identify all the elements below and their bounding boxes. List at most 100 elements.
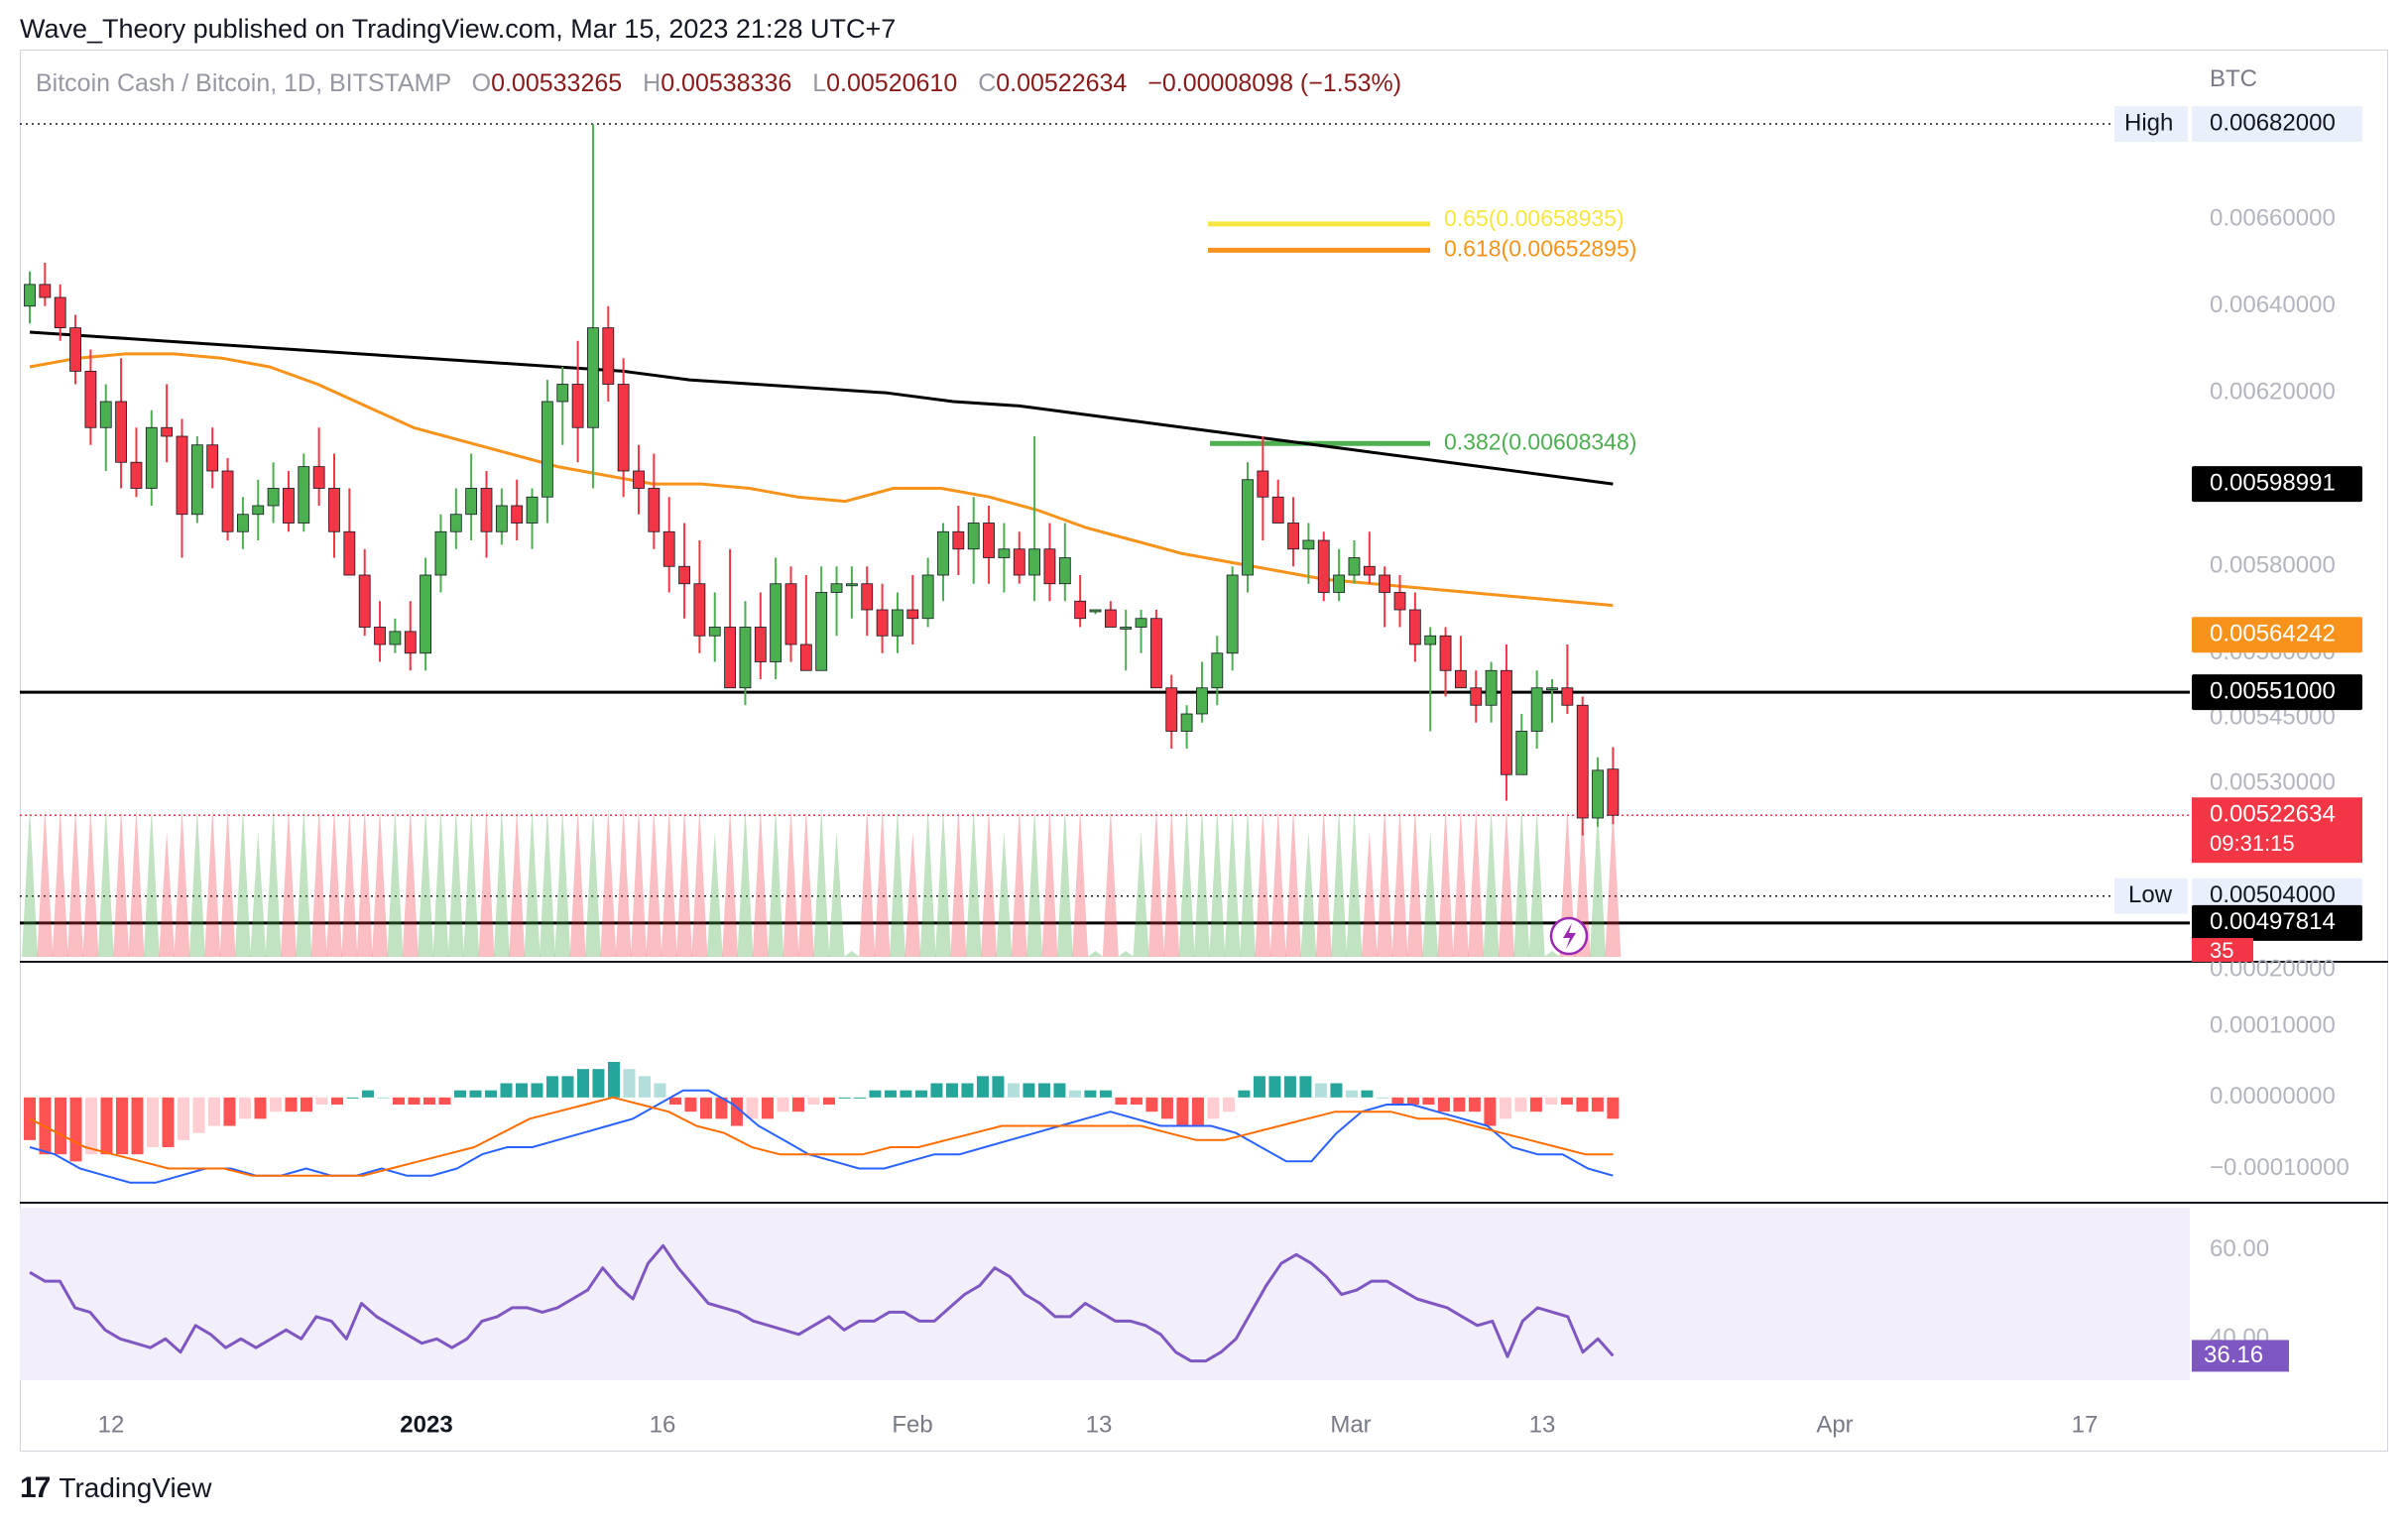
volume-peak (1133, 832, 1149, 957)
candle-body (998, 548, 1011, 558)
macd-histogram-bar (453, 1090, 466, 1098)
candle-body (252, 505, 265, 516)
chart-frame[interactable] (20, 50, 2388, 1452)
time-axis-tick: 16 (650, 1411, 676, 1438)
volume-peak (250, 832, 267, 957)
macd-histogram-bar (607, 1062, 620, 1098)
candle-body (1333, 574, 1345, 593)
macd-histogram-bar (1361, 1090, 1374, 1098)
macd-histogram-bar (1314, 1083, 1327, 1098)
macd-histogram-bar (668, 1097, 681, 1105)
macd-histogram-bar (1453, 1097, 1466, 1112)
volume-peak (981, 808, 998, 957)
volume-peak (631, 808, 647, 957)
volume-peak (1041, 808, 1058, 957)
candle-body (693, 583, 706, 637)
volume-peak (67, 808, 84, 957)
candle-body (1135, 618, 1147, 628)
candle-body (511, 505, 524, 524)
footer-brand[interactable]: 17 TradingView (20, 1471, 211, 1505)
macd-histogram-bar (684, 1097, 697, 1112)
macd-histogram-bar (822, 1097, 835, 1105)
level-497-label: 0.00497814 (2210, 908, 2336, 935)
candle-body (1043, 548, 1056, 585)
volume-peak (889, 808, 905, 957)
candle-body (617, 384, 630, 472)
volume-peak (874, 808, 891, 957)
volume-peak (859, 808, 876, 957)
candle-body (1120, 627, 1133, 630)
volume-peak (539, 808, 555, 957)
macd-histogram-bar (1222, 1097, 1235, 1112)
high-value-label: 0.00682000 (2210, 109, 2336, 136)
candle-body (1089, 609, 1102, 613)
symbol-name[interactable]: Bitcoin Cash / Bitcoin, 1D, BITSTAMP (36, 69, 451, 97)
ema50-value-label: 0.00564242 (2210, 621, 2336, 647)
candle-body (312, 466, 325, 489)
candle-body (542, 401, 553, 498)
macd-histogram-bar (1437, 1097, 1450, 1112)
candle-body (587, 327, 599, 428)
volume-peak (447, 808, 464, 957)
candle-body (145, 426, 158, 489)
macd-axis-tick: 0.00010000 (2210, 1012, 2336, 1039)
macd-histogram-bar (1007, 1083, 1020, 1098)
macd-histogram-bar (1499, 1097, 1511, 1119)
macd-histogram-bar (207, 1097, 220, 1126)
volume-peak (234, 808, 251, 957)
macd-histogram-bar (330, 1097, 343, 1105)
candle-body (130, 461, 143, 489)
volume-peak (296, 808, 312, 957)
volume-peak (691, 808, 708, 957)
volume-peak (996, 832, 1013, 957)
last-price-label: 0.00522634 (2210, 801, 2336, 828)
macd-histogram-bar (1053, 1083, 1066, 1098)
volume-peak (1483, 808, 1500, 957)
tradingview-logo-icon: 17 (20, 1471, 51, 1504)
macd-histogram-bar (1484, 1097, 1497, 1126)
macd-histogram-bar (1406, 1097, 1419, 1105)
macd-histogram-bar (1084, 1090, 1097, 1098)
macd-histogram-bar (146, 1097, 159, 1147)
macd-histogram-bar (1145, 1097, 1158, 1112)
macd-histogram-bar (115, 1097, 128, 1155)
volume-peak (372, 808, 389, 957)
volume-peak (722, 808, 739, 957)
candle-body (967, 523, 980, 550)
price-axis-tick: 0.00580000 (2210, 552, 2336, 579)
volume-peak (219, 808, 236, 957)
volume-peak (174, 808, 190, 957)
candle-body (1180, 713, 1193, 732)
volume-peak (1315, 808, 1332, 957)
candle-body (115, 401, 127, 463)
volume-peak (1269, 808, 1286, 957)
candle-body (176, 435, 188, 516)
macd-histogram-bar (1299, 1076, 1312, 1098)
candle-body (892, 609, 903, 637)
macd-histogram-bar (545, 1076, 558, 1098)
alert-lightning-glyph (1563, 923, 1576, 949)
symbol-legend[interactable]: Bitcoin Cash / Bitcoin, 1D, BITSTAMP O0.… (36, 69, 1401, 98)
macd-histogram-bar (1376, 1097, 1388, 1099)
macd-histogram-bar (761, 1097, 774, 1119)
macd-histogram-bar (1023, 1083, 1035, 1098)
low-value: 0.00520610 (826, 69, 958, 97)
volume-peak (706, 832, 723, 957)
candle-body (267, 488, 280, 507)
candle-body (1271, 496, 1284, 524)
volume-peak (752, 808, 769, 957)
candle-body (1242, 479, 1254, 576)
ema200-line (29, 330, 1614, 486)
candle-body (602, 327, 615, 385)
candle-body (1302, 539, 1315, 550)
macd-histogram-bar (84, 1097, 97, 1155)
macd-histogram-bar (1468, 1097, 1481, 1112)
level-551-label: 0.00551000 (2210, 677, 2336, 704)
change-value: −0.00008098 (−1.53%) (1147, 69, 1402, 97)
volume-peak (418, 808, 434, 957)
macd-histogram-bar (592, 1069, 605, 1098)
macd-histogram-bar (1283, 1076, 1296, 1098)
candle-body (465, 488, 478, 516)
volume-peak (737, 808, 754, 957)
